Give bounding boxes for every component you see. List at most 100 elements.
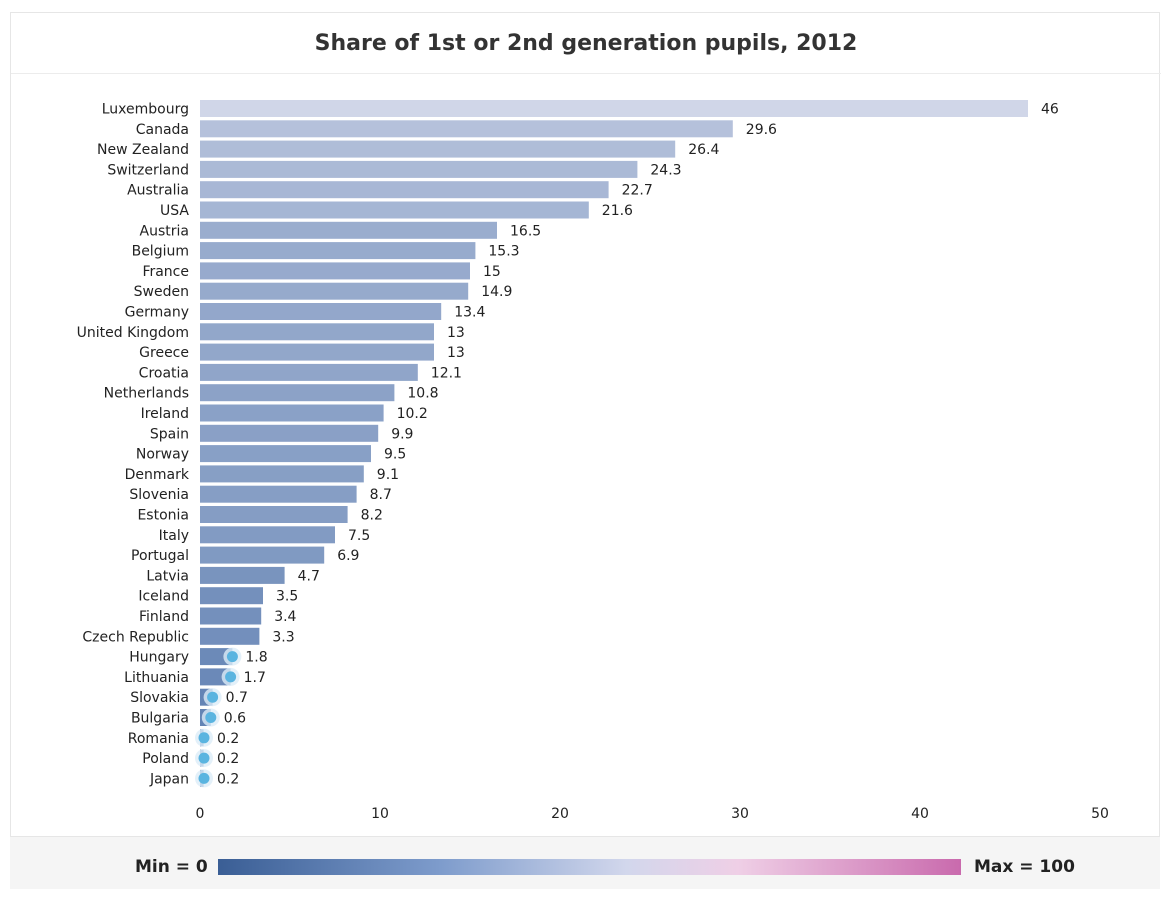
chart-title: Share of 1st or 2nd generation pupils, 2… [11,13,1161,74]
category-label: Hungary [129,650,189,666]
marker-dot [198,732,210,744]
category-label: Australia [127,183,189,199]
bar [200,262,470,280]
marker-dot [225,671,237,683]
bar [200,282,469,300]
value-label: 8.2 [361,508,383,524]
category-label: Sweden [134,284,189,300]
category-label: Denmark [125,467,190,483]
bar [200,384,395,402]
bar [200,343,434,361]
bar [200,160,638,178]
category-label: Slovakia [130,690,189,706]
x-tick-label: 10 [371,806,389,822]
value-label: 14.9 [481,284,512,300]
x-tick-label: 30 [731,806,749,822]
category-label: Ireland [141,406,189,422]
value-label: 24.3 [650,162,681,178]
value-label: 22.7 [622,183,653,199]
bar [200,506,348,523]
category-label: Switzerland [107,162,189,178]
value-label: 16.5 [510,223,541,239]
category-label: Czech Republic [82,629,189,645]
category-label: France [142,264,189,280]
bar [200,627,260,645]
value-label: 9.9 [391,426,413,442]
value-label: 0.6 [224,711,246,727]
bar [200,546,325,564]
category-label: United Kingdom [77,325,189,341]
bar [200,323,434,341]
bar [200,140,676,158]
category-label: New Zealand [97,142,189,158]
value-label: 0.2 [217,751,239,767]
bar [200,648,233,666]
value-label: 7.5 [348,528,370,544]
bar [200,100,1028,117]
bar [200,424,379,442]
value-label: 13 [447,325,465,341]
category-label: Estonia [137,508,189,524]
value-label: 10.8 [407,386,438,402]
category-label: USA [160,203,189,219]
bar [200,120,733,138]
value-label: 4.7 [298,568,320,584]
category-label: Netherlands [104,386,189,402]
value-label: 10.2 [397,406,428,422]
category-label: Bulgaria [131,711,189,727]
value-label: 46 [1041,102,1059,118]
value-label: 6.9 [337,548,359,564]
x-tick-label: 0 [196,806,205,822]
value-label: 3.5 [276,589,298,605]
marker-dot [205,712,217,723]
marker-dot [207,691,219,703]
category-label: Italy [159,528,189,544]
marker-dot [226,651,238,663]
value-label: 13 [447,345,465,361]
marker-dot [198,772,210,784]
category-label: Norway [136,447,189,463]
category-label: Poland [142,751,189,767]
color-legend: Min = 0 Max = 100 [10,836,1160,889]
category-label: Finland [139,609,189,625]
value-label: 9.5 [384,447,406,463]
category-label: Latvia [146,568,189,584]
value-label: 15.3 [488,244,519,260]
bar [200,485,357,503]
category-label: Spain [150,426,189,442]
value-label: 21.6 [602,203,633,219]
bar [200,181,609,199]
bar [200,242,476,260]
category-label: Luxembourg [102,102,189,118]
bar [200,404,384,422]
legend-gradient-bar [218,859,961,875]
value-label: 0.2 [217,731,239,747]
value-label: 3.3 [272,629,294,645]
bar [200,526,335,544]
category-label: Japan [149,771,189,787]
bar [200,303,442,320]
category-label: Belgium [132,244,189,260]
x-tick-label: 20 [551,806,569,822]
value-label: 1.7 [244,670,266,686]
category-label: Lithuania [124,670,189,686]
legend-max-label: Max = 100 [974,857,1075,877]
category-label: Slovenia [129,487,189,503]
value-label: 9.1 [377,467,399,483]
legend-min-label: Min = 0 [135,857,208,877]
bar [200,201,589,219]
value-label: 29.6 [746,122,777,138]
category-label: Portugal [131,548,189,564]
value-label: 1.8 [245,650,267,666]
bar [200,607,262,625]
value-label: 3.4 [274,609,296,625]
value-label: 15 [483,264,501,280]
value-label: 13.4 [454,305,485,321]
x-tick-label: 40 [911,806,929,822]
bar [200,363,418,381]
category-label: Greece [139,345,189,361]
value-label: 26.4 [688,142,719,158]
category-label: Romania [128,731,189,747]
value-label: 12.1 [431,365,462,381]
category-label: Germany [125,305,189,321]
